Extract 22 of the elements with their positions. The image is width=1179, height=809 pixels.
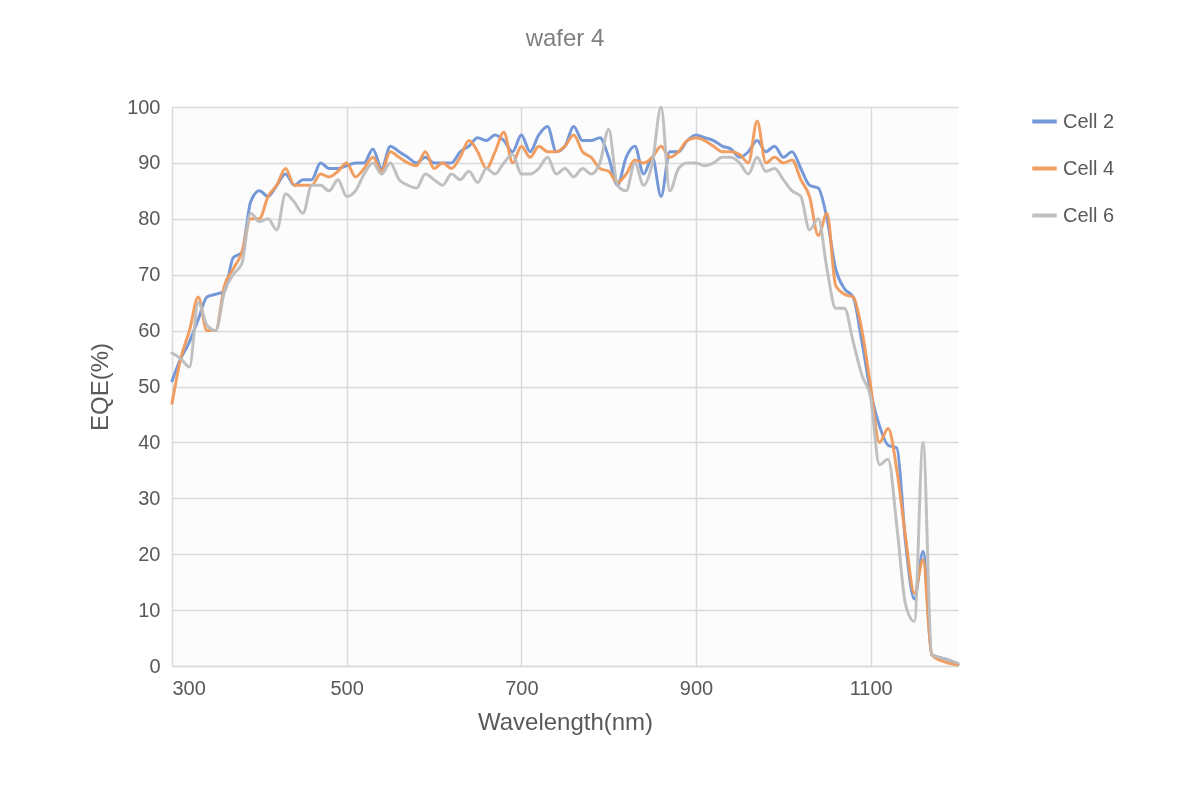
- legend-label: Cell 6: [1063, 203, 1115, 226]
- legend-label: Cell 2: [1063, 109, 1115, 132]
- y-tick-label: 90: [138, 151, 161, 174]
- y-tick-label: 10: [138, 598, 161, 621]
- y-tick-label: 100: [127, 95, 161, 118]
- x-tick-label: 900: [679, 676, 714, 699]
- x-tick-label: 300: [172, 676, 206, 699]
- legend-label: Cell 4: [1063, 156, 1115, 179]
- chart-title: wafer 4: [524, 24, 605, 51]
- y-axis-title: EQE(%): [86, 342, 114, 432]
- y-tick-label: 0: [149, 654, 161, 677]
- x-tick-label: 700: [505, 676, 539, 699]
- y-tick-label: 20: [138, 542, 161, 565]
- y-tick-label: 50: [138, 375, 161, 397]
- x-axis-title: Wavelength(nm): [477, 707, 654, 735]
- x-tick-label: 1100: [849, 676, 893, 699]
- y-tick-label: 70: [138, 263, 161, 286]
- x-tick-label: 500: [330, 676, 364, 699]
- y-tick-label: 30: [138, 486, 161, 509]
- y-tick-label: 80: [138, 207, 161, 230]
- y-tick-label: 40: [138, 430, 161, 453]
- y-tick-label: 60: [138, 319, 161, 342]
